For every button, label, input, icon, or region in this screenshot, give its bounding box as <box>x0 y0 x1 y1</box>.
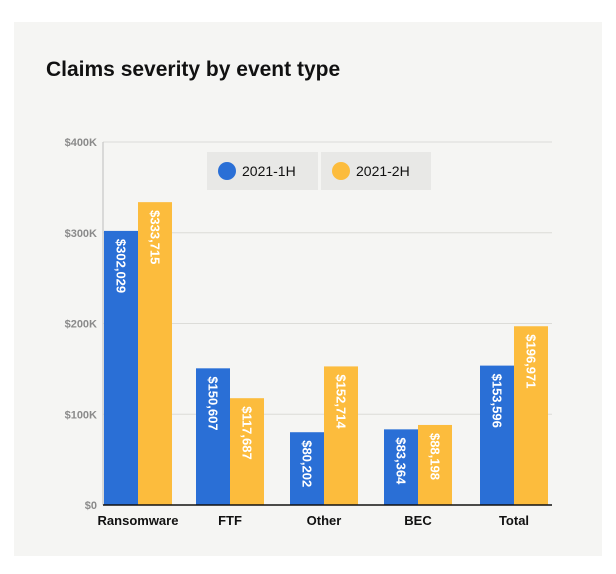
data-label: $333,715 <box>148 210 163 264</box>
data-label: $150,607 <box>206 376 221 430</box>
data-label: $88,198 <box>428 433 443 480</box>
legend-label: 2021-2H <box>356 163 410 179</box>
data-label: $153,596 <box>490 374 505 428</box>
data-label: $302,029 <box>114 239 129 293</box>
x-tick-label: Ransomware <box>98 513 179 528</box>
bar <box>230 398 264 505</box>
legend-swatch <box>218 162 236 180</box>
data-label: $152,714 <box>334 374 349 429</box>
data-label: $83,364 <box>394 437 409 485</box>
y-tick-label: $200K <box>65 319 97 331</box>
bar <box>290 432 324 505</box>
y-tick-label: $400K <box>65 137 97 149</box>
legend-label: 2021-1H <box>242 163 296 179</box>
bar <box>196 368 230 505</box>
x-tick-label: Total <box>499 513 529 528</box>
data-label: $80,202 <box>300 440 315 487</box>
data-label: $196,971 <box>524 334 539 388</box>
x-tick-label: FTF <box>218 513 242 528</box>
x-tick-label: BEC <box>404 513 432 528</box>
legend-swatch <box>332 162 350 180</box>
bar <box>384 429 418 505</box>
data-label: $117,687 <box>240 406 255 460</box>
bar <box>514 326 548 505</box>
y-tick-label: $300K <box>65 228 97 240</box>
y-tick-label: $0 <box>85 500 97 512</box>
y-tick-label: $100K <box>65 409 97 421</box>
x-tick-label: Other <box>307 513 342 528</box>
bar <box>104 230 138 505</box>
bar <box>324 366 358 505</box>
bar <box>138 202 172 506</box>
chart-title: Claims severity by event type <box>46 58 341 81</box>
bar <box>480 365 514 505</box>
bar <box>418 424 452 505</box>
